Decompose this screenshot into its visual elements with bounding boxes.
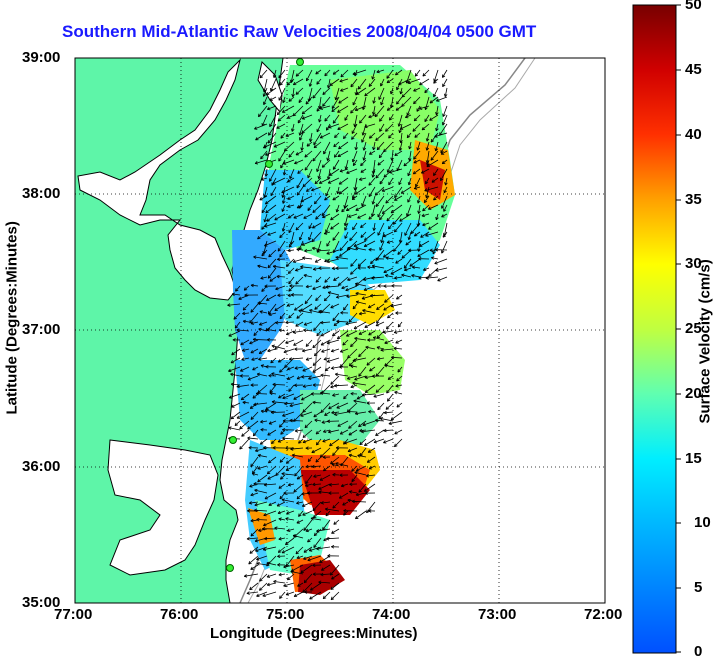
- colorbar-label: Surface Velocity (cm/s): [697, 274, 714, 424]
- x-tick-label: 73:00: [478, 606, 516, 623]
- colorbar-tick-label: 40: [685, 126, 702, 143]
- velocity-arrowhead: [317, 169, 318, 172]
- velocity-arrow: [256, 394, 267, 395]
- velocity-arrowhead: [308, 459, 309, 462]
- colorbar-ticks: [676, 5, 681, 652]
- y-tick-label: 36:00: [22, 458, 60, 475]
- colorbar-tick-label: 15: [685, 450, 702, 467]
- velocity-arrowhead: [283, 100, 284, 103]
- velocity-arrowhead: [268, 275, 269, 278]
- velocity-arrowhead: [381, 102, 382, 105]
- colorbar-tick-label: 5: [694, 579, 702, 596]
- velocity-arrowhead: [398, 369, 399, 372]
- velocity-arrowhead: [398, 324, 399, 327]
- velocity-arrowhead: [253, 433, 254, 436]
- x-tick-label: 72:00: [584, 606, 622, 623]
- velocity-arrowhead: [431, 139, 432, 142]
- velocity-arrowhead: [235, 325, 236, 328]
- velocity-arrowhead: [316, 442, 317, 445]
- velocity-arrowhead: [258, 114, 259, 117]
- velocity-arrowhead: [289, 244, 290, 247]
- velocity-arrowhead: [406, 213, 407, 216]
- station-marker: [227, 565, 234, 572]
- station-marker: [230, 437, 237, 444]
- velocity-arrowhead: [317, 81, 318, 84]
- velocity-arrowhead: [359, 373, 360, 376]
- velocity-arrow: [271, 412, 285, 413]
- velocity-arrowhead: [360, 120, 361, 123]
- velocity-arrowhead: [352, 479, 353, 482]
- station-marker: [266, 161, 273, 168]
- y-tick-label: 37:00: [22, 321, 60, 338]
- velocity-arrowhead: [323, 103, 324, 106]
- velocity-arrowhead: [351, 84, 352, 87]
- velocity-arrowhead: [268, 140, 269, 143]
- velocity-arrowhead: [336, 209, 337, 212]
- velocity-arrowhead: [369, 84, 370, 87]
- x-axis-label: Longitude (Degrees:Minutes): [210, 625, 418, 642]
- velocity-arrowhead: [414, 156, 415, 159]
- velocity-arrowhead: [387, 398, 388, 401]
- velocity-arrowhead: [281, 135, 282, 138]
- velocity-arrowhead: [280, 82, 281, 85]
- colorbar-tick-label: 50: [685, 0, 702, 13]
- velocity-arrowhead: [333, 318, 334, 321]
- colorbar: [633, 5, 676, 653]
- y-tick-label: 38:00: [22, 185, 60, 202]
- velocity-arrowhead: [387, 390, 388, 393]
- velocity-arrowhead: [313, 158, 314, 161]
- velocity-arrowhead: [289, 281, 290, 284]
- colorbar-tick-label: 45: [685, 61, 702, 78]
- velocity-arrowhead: [367, 510, 368, 513]
- y-axis-label: Latitude (Degrees:Minutes): [4, 275, 21, 415]
- station-marker: [297, 59, 304, 66]
- velocity-arrowhead: [279, 75, 280, 78]
- velocity-arrowhead: [407, 135, 408, 138]
- y-tick-label: 39:00: [22, 49, 60, 66]
- velocity-arrowhead: [286, 564, 287, 567]
- velocity-arrowhead: [313, 95, 314, 98]
- velocity-arrowhead: [305, 301, 306, 304]
- colorbar-tick-label: 0: [694, 643, 702, 660]
- velocity-arrowhead: [353, 306, 354, 309]
- x-tick-label: 74:00: [372, 606, 410, 623]
- velocity-arrowhead: [289, 389, 290, 392]
- x-tick-label: 76:00: [160, 606, 198, 623]
- velocity-arrow: [257, 520, 267, 521]
- velocity-arrowhead: [390, 91, 391, 94]
- colorbar-tick-label: 10: [694, 514, 711, 531]
- colorbar-tick-label: 35: [685, 191, 702, 208]
- velocity-arrowhead: [262, 227, 263, 230]
- velocity-arrowhead: [270, 390, 271, 393]
- velocity-arrowhead: [304, 528, 305, 531]
- velocity-arrowhead: [397, 101, 398, 104]
- x-tick-label: 75:00: [266, 606, 304, 623]
- velocity-arrowhead: [431, 157, 432, 160]
- x-tick-label: 77:00: [54, 606, 92, 623]
